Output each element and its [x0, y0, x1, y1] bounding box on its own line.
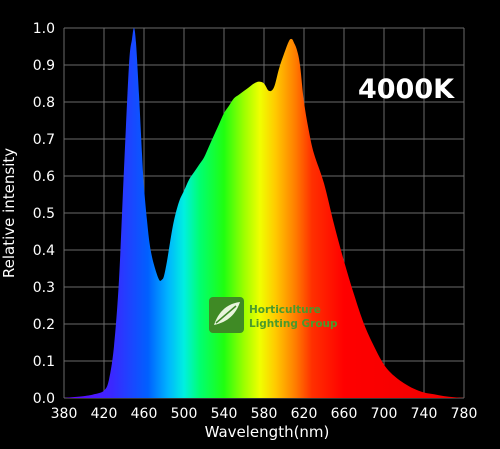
- y-tick-label: 0.0: [33, 391, 55, 407]
- x-tick-label: 420: [91, 406, 118, 422]
- y-tick-label: 0.2: [33, 317, 55, 333]
- x-axis-title: Wavelength(nm): [205, 423, 330, 441]
- y-tick-label: 0.4: [33, 243, 55, 259]
- logo: Horticulture Lighting Group: [209, 297, 338, 333]
- x-tick-label: 580: [251, 406, 278, 422]
- x-tick-label: 780: [451, 406, 478, 422]
- cct-annotation: 4000K: [358, 74, 455, 105]
- x-tick-label: 540: [211, 406, 238, 422]
- x-tick-label: 500: [171, 406, 198, 422]
- y-tick-labels: 0.0 0.1 0.2 0.3 0.4 0.5 0.6 0.7 0.8 0.9 1.0: [33, 21, 55, 407]
- y-tick-label: 0.8: [33, 95, 55, 111]
- y-tick-label: 0.1: [33, 354, 55, 370]
- x-tick-label: 460: [131, 406, 158, 422]
- y-tick-label: 1.0: [33, 21, 55, 37]
- y-tick-label: 0.9: [33, 58, 55, 74]
- spectrum-area: [64, 27, 464, 398]
- x-tick-label: 700: [371, 406, 398, 422]
- y-tick-label: 0.6: [33, 169, 55, 185]
- x-tick-label: 380: [51, 406, 78, 422]
- x-tick-label: 620: [291, 406, 318, 422]
- logo-line1: Horticulture: [249, 304, 321, 316]
- y-tick-label: 0.5: [33, 206, 55, 222]
- x-tick-label: 740: [411, 406, 438, 422]
- plot-area: [63, 27, 465, 399]
- y-tick-label: 0.7: [33, 132, 55, 148]
- leaf-vein-icon: [215, 305, 237, 324]
- x-tick-labels: 380 420 460 500 540 580 620 660 700 740 780: [51, 406, 478, 422]
- logo-line2: Lighting Group: [249, 318, 338, 330]
- x-tick-label: 660: [331, 406, 358, 422]
- y-axis-title: Relative intensity: [0, 148, 18, 278]
- y-tick-label: 0.3: [33, 280, 55, 296]
